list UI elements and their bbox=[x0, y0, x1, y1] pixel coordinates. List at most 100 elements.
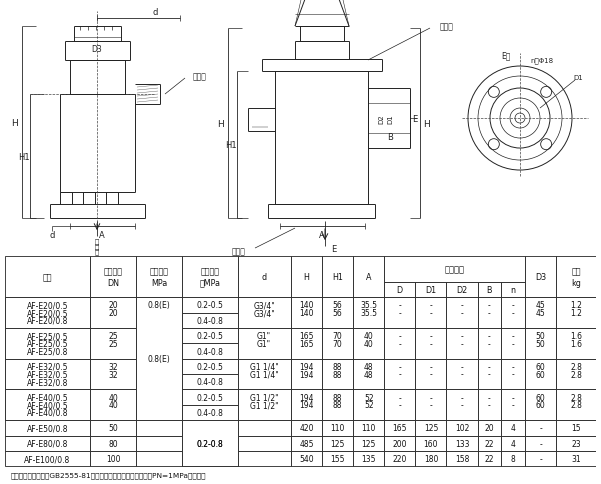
Text: 60: 60 bbox=[535, 370, 546, 379]
Bar bbox=[384, 390, 415, 420]
Bar bbox=[237, 298, 291, 313]
Bar bbox=[501, 344, 525, 359]
Bar bbox=[415, 328, 447, 344]
Text: 160: 160 bbox=[424, 439, 438, 448]
Text: G1 1/2": G1 1/2" bbox=[250, 400, 278, 409]
Text: 194: 194 bbox=[299, 393, 314, 402]
Text: AF-E40/0.8: AF-E40/0.8 bbox=[26, 408, 68, 417]
Text: E向: E向 bbox=[501, 51, 511, 60]
Text: 165: 165 bbox=[299, 339, 314, 348]
Text: -: - bbox=[488, 301, 491, 310]
Bar bbox=[237, 359, 291, 374]
Bar bbox=[291, 359, 322, 390]
Bar bbox=[501, 405, 525, 420]
Bar bbox=[5, 390, 90, 405]
Bar bbox=[384, 451, 415, 466]
Bar bbox=[136, 405, 182, 420]
Bar bbox=[353, 451, 384, 466]
Bar bbox=[415, 344, 447, 359]
Text: -: - bbox=[488, 393, 491, 402]
Bar bbox=[501, 374, 525, 390]
Bar bbox=[525, 390, 556, 405]
Bar bbox=[525, 328, 556, 359]
Text: 1.6: 1.6 bbox=[570, 339, 582, 348]
Bar bbox=[136, 328, 182, 344]
Text: D1: D1 bbox=[426, 286, 436, 295]
Text: -: - bbox=[461, 393, 463, 402]
Bar bbox=[136, 436, 182, 451]
Bar bbox=[322, 298, 353, 328]
Bar bbox=[322, 436, 353, 451]
Text: 70: 70 bbox=[333, 332, 343, 341]
Text: 2.8: 2.8 bbox=[570, 400, 582, 409]
Bar bbox=[501, 328, 525, 344]
Bar bbox=[182, 451, 237, 466]
Text: -: - bbox=[430, 370, 432, 379]
Bar bbox=[478, 298, 501, 328]
Text: 125: 125 bbox=[331, 439, 345, 448]
Bar bbox=[415, 359, 447, 374]
Text: 45: 45 bbox=[535, 308, 546, 318]
Text: -: - bbox=[539, 424, 542, 433]
Text: -: - bbox=[461, 362, 463, 371]
Bar bbox=[478, 298, 501, 313]
Text: -: - bbox=[539, 439, 542, 448]
Bar bbox=[447, 298, 478, 313]
Bar bbox=[182, 420, 237, 466]
Bar bbox=[237, 451, 291, 466]
Bar bbox=[415, 313, 447, 328]
Bar bbox=[415, 436, 447, 451]
Text: 194: 194 bbox=[299, 400, 314, 409]
Bar bbox=[478, 374, 501, 390]
Bar bbox=[182, 359, 237, 374]
Text: 155: 155 bbox=[331, 454, 345, 463]
Text: 22: 22 bbox=[485, 439, 494, 448]
Bar bbox=[447, 298, 478, 328]
Bar bbox=[501, 451, 525, 466]
Bar bbox=[237, 344, 291, 359]
Text: -: - bbox=[461, 339, 463, 348]
Bar bbox=[5, 328, 90, 344]
Bar bbox=[90, 298, 136, 313]
Bar bbox=[182, 257, 237, 298]
Text: -: - bbox=[488, 370, 491, 379]
Text: 194: 194 bbox=[299, 362, 314, 371]
Bar bbox=[322, 420, 353, 436]
Bar bbox=[384, 420, 415, 436]
Bar bbox=[556, 405, 596, 420]
Text: 125: 125 bbox=[424, 424, 438, 433]
Bar bbox=[90, 374, 136, 390]
Bar bbox=[5, 359, 90, 390]
Bar bbox=[237, 257, 291, 298]
Bar bbox=[384, 436, 415, 451]
Bar bbox=[322, 390, 353, 420]
Text: d: d bbox=[49, 230, 55, 239]
Bar bbox=[556, 390, 596, 405]
Bar bbox=[478, 436, 501, 451]
Bar bbox=[556, 328, 596, 359]
Text: 0.2-0.5: 0.2-0.5 bbox=[197, 362, 223, 371]
Bar bbox=[501, 298, 525, 328]
Text: 50: 50 bbox=[535, 332, 546, 341]
Bar bbox=[415, 298, 447, 328]
Bar bbox=[556, 420, 596, 436]
Text: 0.2-0.8: 0.2-0.8 bbox=[197, 439, 223, 448]
Text: 125: 125 bbox=[361, 439, 376, 448]
Bar bbox=[136, 298, 182, 420]
Bar bbox=[447, 405, 478, 420]
Text: 88: 88 bbox=[333, 393, 343, 402]
Text: 180: 180 bbox=[424, 454, 438, 463]
Text: -: - bbox=[512, 308, 514, 318]
Bar bbox=[237, 390, 291, 405]
Bar bbox=[90, 405, 136, 420]
Bar bbox=[501, 390, 525, 420]
Text: 25: 25 bbox=[108, 339, 118, 348]
Bar bbox=[556, 359, 596, 390]
Text: 35.5: 35.5 bbox=[360, 301, 377, 310]
Bar bbox=[353, 344, 384, 359]
Text: -: - bbox=[461, 301, 463, 310]
Bar bbox=[525, 451, 556, 466]
Bar bbox=[353, 436, 384, 451]
Bar bbox=[478, 390, 501, 405]
Text: A: A bbox=[319, 230, 325, 239]
